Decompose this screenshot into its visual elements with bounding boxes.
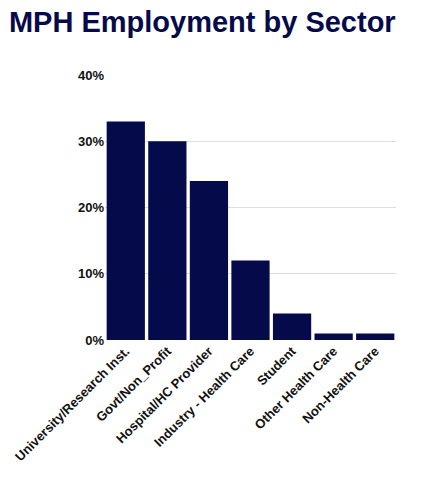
svg-text:Non-Health Care: Non-Health Care	[299, 344, 382, 427]
svg-text:10%: 10%	[78, 266, 104, 281]
svg-text:Industry - Health Care: Industry - Health Care	[151, 344, 257, 450]
svg-text:University/Research Inst.: University/Research Inst.	[12, 344, 132, 464]
svg-text:0%: 0%	[85, 333, 104, 348]
svg-text:MPH Employment by Sector: MPH Employment by Sector	[9, 6, 396, 38]
svg-text:Hospital/HC Provider: Hospital/HC Provider	[113, 344, 216, 447]
svg-text:Other Health Care: Other Health Care	[252, 344, 341, 433]
svg-text:Student: Student	[254, 343, 299, 388]
svg-text:40%: 40%	[78, 68, 104, 83]
svg-text:20%: 20%	[78, 200, 104, 215]
svg-text:Govt/Non_Profit: Govt/Non_Profit	[93, 343, 175, 425]
svg-text:30%: 30%	[78, 134, 104, 149]
